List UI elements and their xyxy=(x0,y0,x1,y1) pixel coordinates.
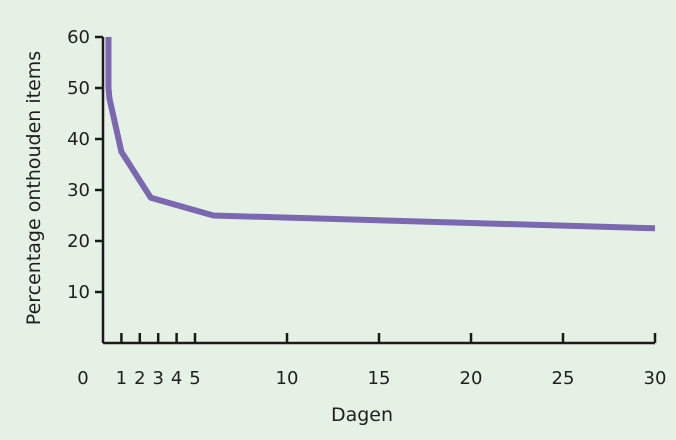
y-tick-label-50: 50 xyxy=(67,78,90,99)
x-tick-label-1: 1 xyxy=(116,368,127,389)
y-axis-title: Percentage onthouden items xyxy=(23,51,45,325)
y-tick-label-60: 60 xyxy=(67,27,90,48)
x-tick-label-15: 15 xyxy=(368,368,391,389)
x-axis-title: Dagen xyxy=(331,404,393,426)
x-tick-label-20: 20 xyxy=(460,368,483,389)
x-tick-label-10: 10 xyxy=(276,368,299,389)
x-tick-label-25: 25 xyxy=(552,368,575,389)
x-tick-label-4: 4 xyxy=(171,368,182,389)
y-tick-label-10: 10 xyxy=(67,282,90,303)
x-tick-label-30: 30 xyxy=(644,368,667,389)
series-line-1 xyxy=(105,37,656,232)
y-tick-label-40: 40 xyxy=(67,129,90,150)
ticks: 10 20 30 40 50 60 0 1 2 3 4 5 10 15 20 25 30 xyxy=(67,27,666,389)
x-tick-label-2: 2 xyxy=(134,368,145,389)
series-layer xyxy=(105,37,656,232)
y-tick-label-30: 30 xyxy=(67,180,90,201)
x-tick-label-3: 3 xyxy=(152,368,163,389)
y-tick-label-20: 20 xyxy=(67,231,90,252)
x-tick-label-0: 0 xyxy=(77,368,88,389)
x-tick-label-5: 5 xyxy=(189,368,200,389)
